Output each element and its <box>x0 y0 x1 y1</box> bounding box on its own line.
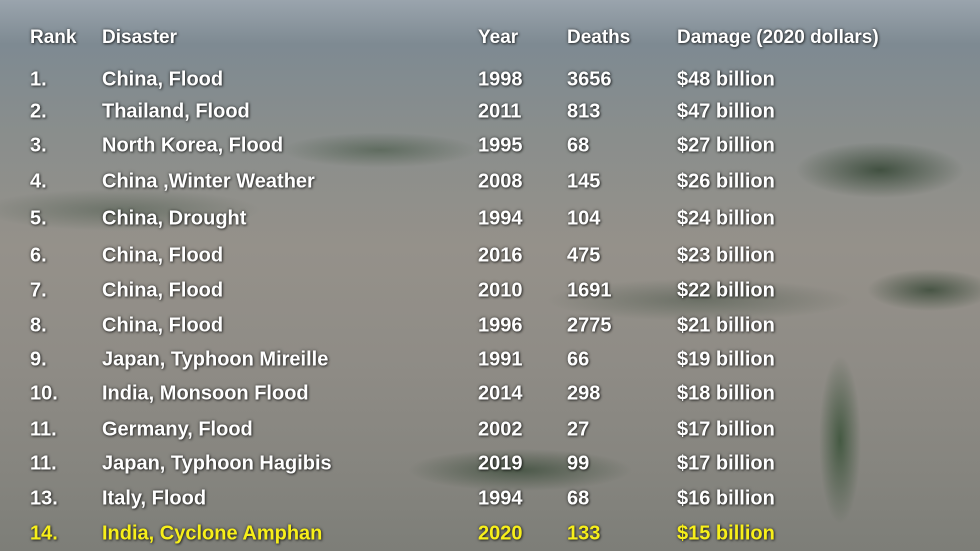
header-disaster: Disaster <box>102 27 177 48</box>
year-cell: 2016 <box>478 244 523 267</box>
deaths-cell: 1691 <box>567 279 612 302</box>
disaster-cell: China, Flood <box>102 244 224 267</box>
damage-cell: $22 billion <box>677 279 775 302</box>
header-year: Year <box>478 27 519 48</box>
rank-cell: 1. <box>30 68 47 91</box>
header-deaths: Deaths <box>567 27 631 48</box>
rank-cell: 7. <box>30 279 47 302</box>
deaths-cell: 68 <box>567 487 590 510</box>
year-cell: 2014 <box>478 382 523 405</box>
year-cell: 1995 <box>478 134 523 157</box>
deaths-cell: 813 <box>567 100 601 123</box>
deaths-cell: 27 <box>567 418 590 441</box>
deaths-cell: 475 <box>567 244 601 267</box>
damage-cell: $48 billion <box>677 68 775 91</box>
disaster-cell: China, Drought <box>102 207 247 230</box>
rank-cell: 14. <box>30 522 58 545</box>
damage-cell: $23 billion <box>677 244 775 267</box>
damage-cell: $17 billion <box>677 418 775 441</box>
disaster-cell: Japan, Typhoon Mireille <box>102 348 329 371</box>
disaster-cell: Germany, Flood <box>102 418 253 441</box>
disaster-cell: China ,Winter Weather <box>102 170 315 193</box>
disaster-cell: China, Flood <box>102 314 224 337</box>
rank-cell: 9. <box>30 348 47 371</box>
disaster-cell: China, Flood <box>102 68 224 91</box>
deaths-cell: 99 <box>567 452 590 475</box>
year-cell: 2008 <box>478 170 523 193</box>
damage-cell: $18 billion <box>677 382 775 405</box>
disaster-cell: India, Monsoon Flood <box>102 382 309 405</box>
rank-cell: 5. <box>30 207 47 230</box>
disaster-cell: Italy, Flood <box>102 487 207 510</box>
year-cell: 2010 <box>478 279 523 302</box>
damage-cell: $21 billion <box>677 314 775 337</box>
year-cell: 1994 <box>478 487 523 510</box>
year-cell: 2019 <box>478 452 523 475</box>
damage-cell: $16 billion <box>677 487 775 510</box>
disaster-cell: Japan, Typhoon Hagibis <box>102 452 332 475</box>
year-cell: 1991 <box>478 348 523 371</box>
disaster-cell: North Korea, Flood <box>102 134 284 157</box>
header-rank: Rank <box>30 27 77 48</box>
rank-cell: 10. <box>30 382 58 405</box>
disaster-cell: China, Flood <box>102 279 224 302</box>
deaths-cell: 104 <box>567 207 601 230</box>
year-cell: 1996 <box>478 314 523 337</box>
year-cell: 2011 <box>478 100 522 123</box>
rank-cell: 2. <box>30 100 47 123</box>
damage-cell: $27 billion <box>677 134 775 157</box>
rank-cell: 11. <box>30 452 57 475</box>
damage-cell: $26 billion <box>677 170 775 193</box>
deaths-cell: 68 <box>567 134 590 157</box>
rank-cell: 11. <box>30 418 57 441</box>
damage-cell: $24 billion <box>677 207 775 230</box>
deaths-cell: 145 <box>567 170 601 193</box>
damage-cell: $19 billion <box>677 348 775 371</box>
year-cell: 1994 <box>478 207 523 230</box>
damage-cell: $17 billion <box>677 452 775 475</box>
deaths-cell: 2775 <box>567 314 612 337</box>
disaster-cell: Thailand, Flood <box>102 100 250 123</box>
rank-cell: 6. <box>30 244 47 267</box>
deaths-cell: 3656 <box>567 68 612 91</box>
year-cell: 2020 <box>478 522 523 545</box>
year-cell: 1998 <box>478 68 523 91</box>
rank-cell: 13. <box>30 487 58 510</box>
rank-cell: 8. <box>30 314 47 337</box>
damage-cell: $47 billion <box>677 100 775 123</box>
deaths-cell: 133 <box>567 522 601 545</box>
disaster-cell: India, Cyclone Amphan <box>102 522 323 545</box>
rank-cell: 4. <box>30 170 47 193</box>
rank-cell: 3. <box>30 134 47 157</box>
damage-cell: $15 billion <box>677 522 775 545</box>
deaths-cell: 298 <box>567 382 601 405</box>
year-cell: 2002 <box>478 418 523 441</box>
deaths-cell: 66 <box>567 348 590 371</box>
header-damage: Damage (2020 dollars) <box>677 27 879 48</box>
